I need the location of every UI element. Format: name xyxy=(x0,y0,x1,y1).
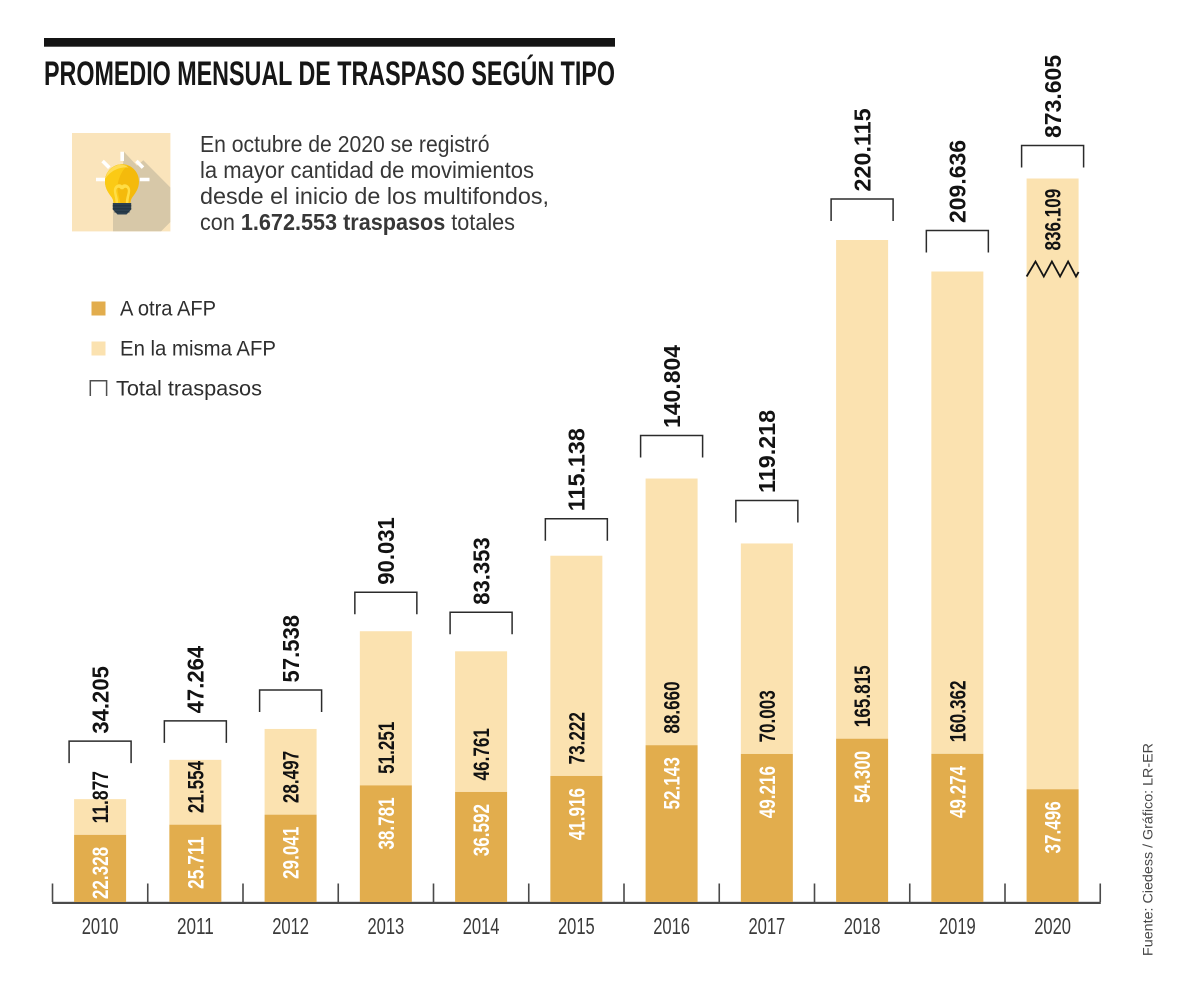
svg-text:209.636: 209.636 xyxy=(945,140,971,223)
svg-text:49.274: 49.274 xyxy=(945,765,970,818)
svg-text:49.216: 49.216 xyxy=(755,766,780,818)
svg-text:57.538: 57.538 xyxy=(278,615,304,683)
svg-text:25.711: 25.711 xyxy=(183,837,208,889)
svg-text:Fuente: Ciedess / Gráfico: LR-: Fuente: Ciedess / Gráfico: LR-ER xyxy=(1140,743,1155,956)
svg-text:la mayor cantidad de movimient: la mayor cantidad de movimientos xyxy=(200,157,534,183)
svg-text:38.781: 38.781 xyxy=(374,797,399,849)
svg-text:2014: 2014 xyxy=(463,913,500,939)
svg-text:29.041: 29.041 xyxy=(279,827,304,879)
svg-text:73.222: 73.222 xyxy=(564,712,589,764)
svg-text:873.605: 873.605 xyxy=(1040,55,1066,138)
svg-text:2017: 2017 xyxy=(748,913,785,939)
svg-text:PROMEDIO MENSUAL DE TRASPASO S: PROMEDIO MENSUAL DE TRASPASO SEGÚN TIPO xyxy=(44,55,615,93)
svg-text:2018: 2018 xyxy=(844,913,881,939)
svg-text:52.143: 52.143 xyxy=(660,757,685,809)
svg-text:46.761: 46.761 xyxy=(469,728,494,780)
svg-text:28.497: 28.497 xyxy=(279,751,304,803)
svg-text:A otra AFP: A otra AFP xyxy=(120,298,216,321)
svg-text:2010: 2010 xyxy=(82,913,119,939)
svg-text:37.496: 37.496 xyxy=(1041,801,1066,853)
svg-text:2016: 2016 xyxy=(653,913,690,939)
svg-text:36.592: 36.592 xyxy=(469,804,494,856)
svg-text:2015: 2015 xyxy=(558,913,595,939)
svg-text:90.031: 90.031 xyxy=(373,517,399,585)
svg-text:140.804: 140.804 xyxy=(659,345,685,428)
svg-text:2012: 2012 xyxy=(272,913,309,939)
svg-text:Total traspasos: Total traspasos xyxy=(116,378,262,401)
svg-text:160.362: 160.362 xyxy=(945,681,970,743)
svg-text:836.109: 836.109 xyxy=(1041,189,1066,251)
svg-text:En la misma AFP: En la misma AFP xyxy=(120,338,276,361)
svg-text:21.554: 21.554 xyxy=(183,761,208,814)
svg-text:22.328: 22.328 xyxy=(88,847,113,899)
svg-text:88.660: 88.660 xyxy=(660,681,685,733)
svg-text:2020: 2020 xyxy=(1034,913,1071,939)
svg-text:2013: 2013 xyxy=(367,913,404,939)
svg-text:54.300: 54.300 xyxy=(850,751,875,803)
svg-text:47.264: 47.264 xyxy=(183,646,209,714)
svg-text:115.138: 115.138 xyxy=(564,428,590,511)
svg-text:2011: 2011 xyxy=(177,913,214,939)
svg-text:34.205: 34.205 xyxy=(87,666,113,734)
svg-text:220.115: 220.115 xyxy=(849,108,875,191)
svg-text:119.218: 119.218 xyxy=(754,410,780,493)
svg-text:desde el inicio de los multifo: desde el inicio de los multifondos, xyxy=(200,183,549,209)
svg-text:11.877: 11.877 xyxy=(88,771,113,823)
svg-text:83.353: 83.353 xyxy=(468,537,494,605)
svg-text:con 1.672.553 traspasos totale: con 1.672.553 traspasos totales xyxy=(200,209,515,235)
svg-text:2019: 2019 xyxy=(939,913,976,939)
svg-text:70.003: 70.003 xyxy=(755,690,780,742)
svg-text:51.251: 51.251 xyxy=(374,722,399,774)
svg-text:En octubre de 2020 se registró: En octubre de 2020 se registró xyxy=(200,131,490,157)
svg-text:165.815: 165.815 xyxy=(850,665,875,727)
svg-text:41.916: 41.916 xyxy=(564,788,589,840)
